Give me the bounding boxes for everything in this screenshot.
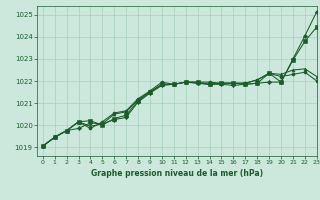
X-axis label: Graphe pression niveau de la mer (hPa): Graphe pression niveau de la mer (hPa): [91, 169, 263, 178]
